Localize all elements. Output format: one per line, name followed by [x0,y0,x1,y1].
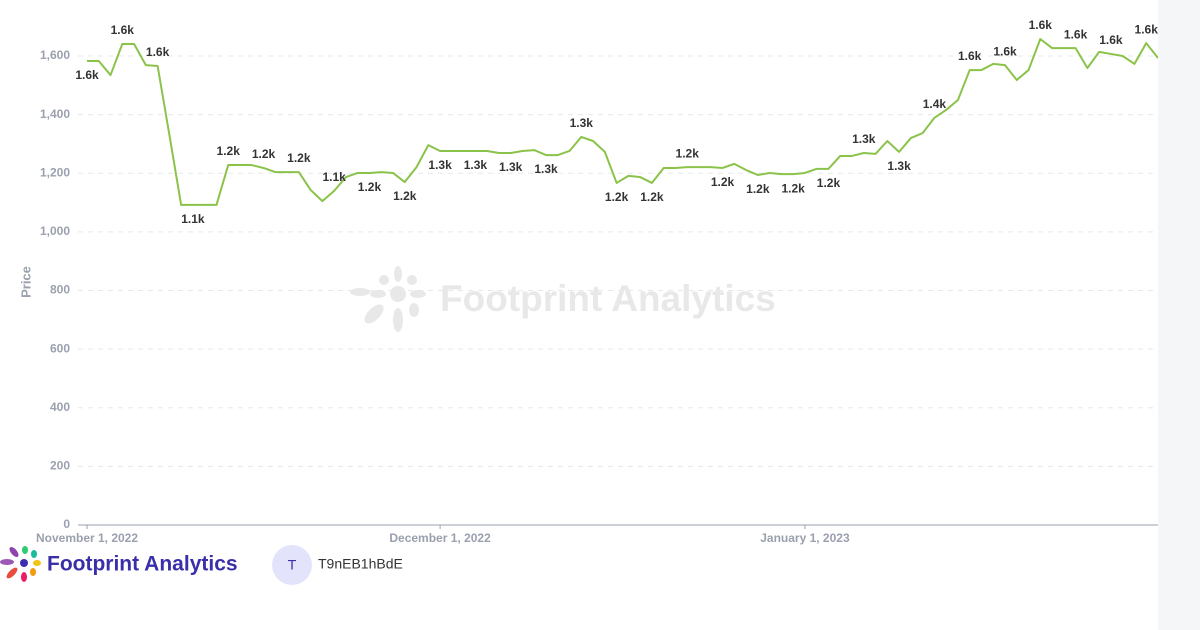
data-label: 1.1k [181,212,205,226]
data-label: 1.2k [711,175,735,189]
avatar [272,545,312,585]
data-label: 1.2k [217,144,241,158]
data-label: 1.2k [393,189,417,203]
brand-name: Footprint Analytics [47,553,238,576]
y-tick-label: 1,200 [40,165,70,179]
avatar-initial: T [288,557,297,573]
y-tick-label: 200 [50,459,70,473]
data-label: 1.3k [852,132,876,146]
brand-logo [0,546,41,582]
data-label: 1.6k [75,68,99,82]
user-name: T9nEB1hBdE [318,556,403,572]
data-label: 1.6k [146,45,170,59]
data-label: 1.3k [570,116,594,130]
y-tick-label: 1,400 [40,107,70,121]
data-label: 1.4k [923,97,947,111]
data-label: 1.2k [287,151,311,165]
y-tick-label: 600 [50,341,70,355]
y-tick-label: 1,600 [40,48,70,62]
data-label: 1.2k [746,182,770,196]
watermark-text: Footprint Analytics [440,278,776,319]
y-tick-label: 800 [50,283,70,297]
data-label: 1.6k [111,23,135,37]
line [87,37,1159,206]
data-label: 1.2k [605,190,629,204]
watermark: Footprint Analytics [350,266,776,332]
data-label: 1.3k [428,158,452,172]
data-label: 1.3k [534,162,558,176]
y-axis-title: Price [18,266,33,298]
y-tick-label: 1,000 [40,224,70,238]
data-label: 1.6k [1064,27,1088,41]
y-tick-label: 400 [50,400,70,414]
data-label: 1.6k [1029,18,1053,32]
data-label: 1.1k [322,170,346,184]
data-label: 1.2k [817,176,841,190]
data-label: 1.2k [781,181,805,195]
x-tick-label: January 1, 2023 [760,531,850,545]
data-label: 1.3k [499,160,523,174]
data-label: 1.2k [676,146,700,160]
data-label: 1.2k [252,147,276,161]
x-tick-label: December 1, 2022 [389,531,491,545]
x-tick-label: November 1, 2022 [36,531,138,545]
data-label: 1.2k [358,180,382,194]
side-panel [1158,0,1200,630]
data-label: 1.3k [464,158,488,172]
data-label: 1.6k [993,44,1017,58]
data-label: 1.6k [958,49,982,63]
data-label: 1.3k [887,159,911,173]
data-label: 1.6k [1099,33,1123,47]
data-label: 1.6k [1135,22,1159,36]
data-label: 1.2k [640,190,664,204]
y-tick-label: 0 [63,517,70,531]
plot: 0 200 400 600 800 1,000 1,200 1,400 1,600 Novembe… [36,18,1159,545]
